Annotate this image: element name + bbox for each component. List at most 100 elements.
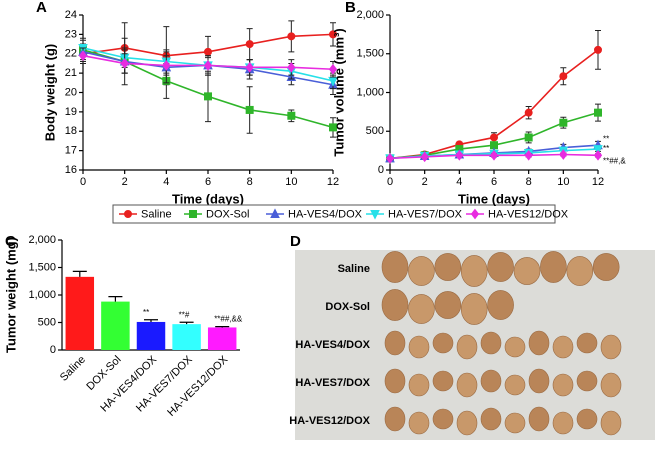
marker	[524, 108, 533, 117]
marker	[245, 105, 254, 114]
legend-label: HA-VES12/DOX	[488, 208, 569, 220]
marker	[189, 210, 197, 218]
x-tick-label: 4	[163, 176, 169, 188]
marker	[328, 63, 338, 75]
marker	[420, 151, 429, 163]
tumor	[576, 370, 598, 392]
marker	[124, 210, 132, 218]
legend-label: DOX-Sol	[206, 208, 249, 220]
marker	[287, 61, 296, 73]
panel-letter: B	[345, 0, 356, 16]
annotation: **	[143, 308, 149, 317]
bar	[101, 301, 130, 350]
x-axis-label: Time (days)	[458, 191, 530, 206]
tumor	[384, 368, 406, 394]
y-tick-label: 1,000	[28, 289, 56, 301]
error-bar	[144, 319, 158, 322]
tumor	[600, 410, 622, 436]
row-label: Saline	[338, 263, 370, 275]
x-tick-label: 8	[247, 176, 253, 188]
tumor	[487, 252, 514, 282]
tumor	[480, 407, 502, 431]
legend-label: Saline	[141, 208, 172, 220]
tumor	[504, 412, 526, 434]
y-tick-label: 500	[366, 125, 384, 137]
marker	[593, 145, 603, 155]
tumor	[460, 293, 488, 325]
marker	[524, 149, 533, 161]
x-tick-label: 4	[456, 176, 462, 188]
tumor	[381, 289, 409, 321]
marker	[593, 149, 603, 161]
y-axis-label: Body weight (g)	[42, 44, 57, 142]
marker	[559, 149, 568, 160]
y-tick-label: 500	[38, 316, 56, 328]
tumor	[480, 369, 502, 393]
x-axis-label: Time (days)	[172, 191, 244, 206]
tumor	[408, 256, 435, 286]
legend-label: HA-VES7/DOX	[388, 208, 463, 220]
annotation: **##,&&	[214, 315, 243, 324]
y-tick-label: 23	[65, 28, 77, 40]
bar	[65, 276, 95, 350]
tumor	[504, 336, 526, 358]
annotation: **	[603, 144, 609, 153]
y-tick-label: 2,000	[28, 234, 56, 246]
tumor	[432, 332, 454, 354]
error-bar	[72, 270, 87, 277]
bar	[207, 327, 237, 350]
tumor	[600, 372, 622, 398]
tumor	[576, 332, 598, 354]
x-tick-label: 6	[491, 176, 497, 188]
tumor	[460, 255, 488, 287]
bar	[172, 324, 201, 350]
y-tick-label: 17	[65, 145, 77, 157]
tumor	[432, 408, 454, 430]
tumor	[528, 406, 550, 432]
tumor	[408, 294, 435, 324]
tumor	[434, 291, 462, 319]
row-label: HA-VES12/DOX	[289, 415, 370, 427]
marker	[287, 111, 296, 120]
panel-letter: C	[5, 233, 16, 250]
y-tick-label: 0	[378, 164, 384, 176]
y-tick-label: 1,500	[356, 48, 384, 60]
legend-box	[112, 204, 556, 224]
annotation: **	[603, 134, 609, 143]
marker	[490, 133, 498, 142]
tumor	[408, 411, 430, 435]
tumor	[384, 406, 406, 432]
tumor	[456, 372, 478, 398]
y-tick-label: 21	[65, 67, 77, 79]
marker	[270, 208, 280, 218]
y-tick-label: 20	[65, 86, 77, 98]
y-tick-label: 1,500	[28, 261, 56, 273]
tumor	[513, 257, 541, 285]
x-tick-label: 10	[285, 176, 297, 188]
marker	[524, 133, 533, 142]
marker	[78, 50, 88, 62]
tumor	[540, 251, 567, 283]
error-bar	[179, 321, 194, 325]
marker	[287, 32, 296, 41]
y-tick-label: 24	[65, 9, 77, 21]
tumor	[504, 374, 526, 396]
y-axis-label: Tumor volume (mm³)	[331, 28, 346, 156]
tumor	[552, 411, 574, 435]
x-tick-label: 2	[122, 176, 128, 188]
marker	[385, 153, 395, 164]
x-tick-label: 0	[387, 176, 393, 188]
tumor	[456, 334, 478, 360]
y-tick-label: 2,000	[356, 9, 384, 21]
x-tick-label: 8	[526, 176, 532, 188]
marker	[245, 40, 254, 49]
y-tick-label: 1,000	[356, 86, 384, 98]
x-tick-label: Saline	[58, 354, 88, 384]
tumor	[600, 334, 622, 360]
marker	[594, 108, 602, 117]
tumor	[434, 253, 462, 281]
y-tick-label: 19	[65, 106, 77, 118]
row-label: HA-VES4/DOX	[295, 339, 370, 351]
error-bar	[215, 326, 230, 328]
tumor	[381, 251, 409, 283]
